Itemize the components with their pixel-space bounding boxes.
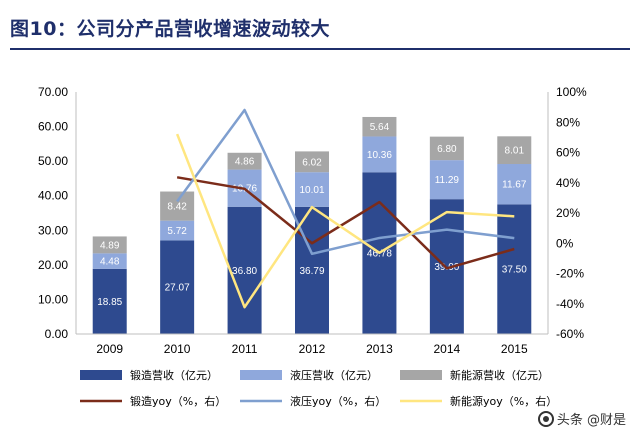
legend-label-newenergy-line: 新能源yoy（%，右） (450, 394, 557, 408)
legend-label-forging-bar: 锻造营收（亿元） (130, 368, 218, 382)
left-tick-label-2: 20.00 (38, 258, 68, 272)
right-tick-label-7: 80% (556, 115, 580, 129)
newenergy-bar-2011 (227, 152, 262, 170)
hydraulic-bar-label-2013: 10.36 (367, 150, 392, 161)
forging-yoy-line (176, 176, 515, 270)
hydraulic-bar-2010 (160, 220, 195, 241)
x-tick-label-2014: 2014 (434, 342, 461, 356)
right-tick-label-4: 20% (556, 206, 580, 220)
legend-label-hydraulic-line: 液压yoy（%，右） (290, 394, 386, 408)
x-tick-label-2015: 2015 (501, 342, 528, 356)
left-tick-label-6: 60.00 (38, 120, 68, 134)
newenergy-bar-label-2012: 6.02 (302, 157, 322, 168)
right-tick-label-0: -60% (556, 327, 584, 341)
left-tick-label-5: 50.00 (38, 154, 68, 168)
watermark: 头条 @财是 (537, 409, 626, 428)
forging-bar-2010 (160, 240, 195, 334)
left-tick-label-4: 40.00 (38, 189, 68, 203)
forging-bar-label-2012: 36.79 (299, 266, 324, 277)
forging-bar-2009 (92, 268, 127, 334)
right-tick-label-5: 40% (556, 176, 580, 190)
legend-swatch-newenergy-bar (400, 370, 442, 380)
left-tick-label-3: 30.00 (38, 223, 68, 237)
hydraulic-bar-label-2009: 4.48 (100, 257, 120, 268)
hydraulic-bar-2014 (429, 160, 464, 200)
left-tick-label-0: 0.00 (45, 327, 69, 341)
hydraulic-yoy-line (176, 108, 515, 256)
watermark-text: 头条 @财是 (556, 413, 626, 428)
x-tick-label-2009: 2009 (96, 342, 123, 356)
newenergy-bar-label-2011: 4.86 (235, 157, 255, 168)
x-tick-label-2012: 2012 (299, 342, 326, 356)
figure-title: 图10：公司分产品营收增速波动较大 (10, 18, 330, 40)
legend-label-hydraulic-bar: 液压营收（亿元） (290, 368, 378, 382)
hydraulic-bar-2013 (362, 136, 397, 173)
legend-label-newenergy-bar: 新能源营收（亿元） (450, 368, 549, 382)
forging-bar-label-2011: 36.80 (232, 266, 257, 277)
newenergy-bar-2015 (497, 136, 532, 165)
newenergy-bar-label-2015: 8.01 (505, 146, 525, 157)
newenergy-bar-label-2009: 4.89 (100, 240, 120, 251)
x-tick-label-2011: 2011 (232, 342, 258, 356)
hydraulic-bar-2015 (497, 164, 532, 205)
title-divider (10, 48, 630, 50)
forging-bar-2014 (429, 199, 464, 334)
x-tick-label-2013: 2013 (366, 342, 393, 356)
legend-swatch-forging-bar (80, 370, 122, 380)
legend-layer: 锻造营收（亿元） 液压营收（亿元） 新能源营收（亿元） 锻造yoy（%，右） 液压yoy… (80, 368, 557, 408)
newenergy-bar-label-2010: 8.42 (167, 202, 187, 213)
forging-bar-2015 (497, 204, 532, 334)
newenergy-bar-2013 (362, 116, 397, 137)
axes-layer: 0.00 10.00 20.00 30.00 40.00 50.00 60.00 70.00 -… (38, 85, 587, 356)
lines-layer (175, 108, 515, 309)
left-tick-label-1: 10.00 (38, 292, 68, 306)
newenergy-bar-label-2013: 5.64 (370, 122, 390, 133)
newenergy-bar-2012 (295, 151, 329, 173)
right-tick-label-1: -40% (556, 297, 584, 311)
newenergy-bar-2010 (160, 191, 195, 221)
forging-bar-label-2015: 37.50 (502, 265, 527, 276)
right-tick-label-3: 0% (556, 236, 574, 250)
legend-swatch-hydraulic-bar (240, 370, 282, 380)
newenergy-bar-2014 (429, 136, 464, 161)
newenergy-yoy-line (175, 133, 515, 309)
hydraulic-bar-label-2015: 11.67 (502, 180, 527, 191)
bars-layer: 18.854.484.8927.075.728.4236.8010.764.86… (92, 116, 532, 334)
newenergy-bar-label-2014: 6.80 (437, 144, 457, 155)
right-tick-label-2: -20% (556, 267, 584, 281)
forging-bar-label-2009: 18.85 (97, 297, 122, 308)
forging-bar-2011 (227, 206, 262, 334)
newenergy-bar-2009 (92, 236, 127, 254)
left-tick-label-7: 70.00 (38, 85, 68, 99)
hydraulic-bar-2012 (295, 172, 329, 207)
right-tick-label-6: 60% (556, 146, 580, 160)
hydraulic-bar-2009 (92, 253, 127, 269)
hydraulic-bar-label-2014: 11.29 (435, 175, 460, 186)
hydraulic-bar-label-2010: 5.72 (167, 226, 187, 237)
hydraulic-bar-label-2012: 10.01 (299, 185, 324, 196)
forging-bar-label-2010: 27.07 (165, 283, 190, 294)
right-tick-label-8: 100% (556, 85, 587, 99)
x-tick-label-2010: 2010 (164, 342, 191, 356)
forging-bar-label-2013: 46.78 (367, 249, 392, 260)
watermark-logo-icon (537, 410, 554, 427)
legend-label-forging-line: 锻造yoy（%，右） (130, 394, 226, 408)
